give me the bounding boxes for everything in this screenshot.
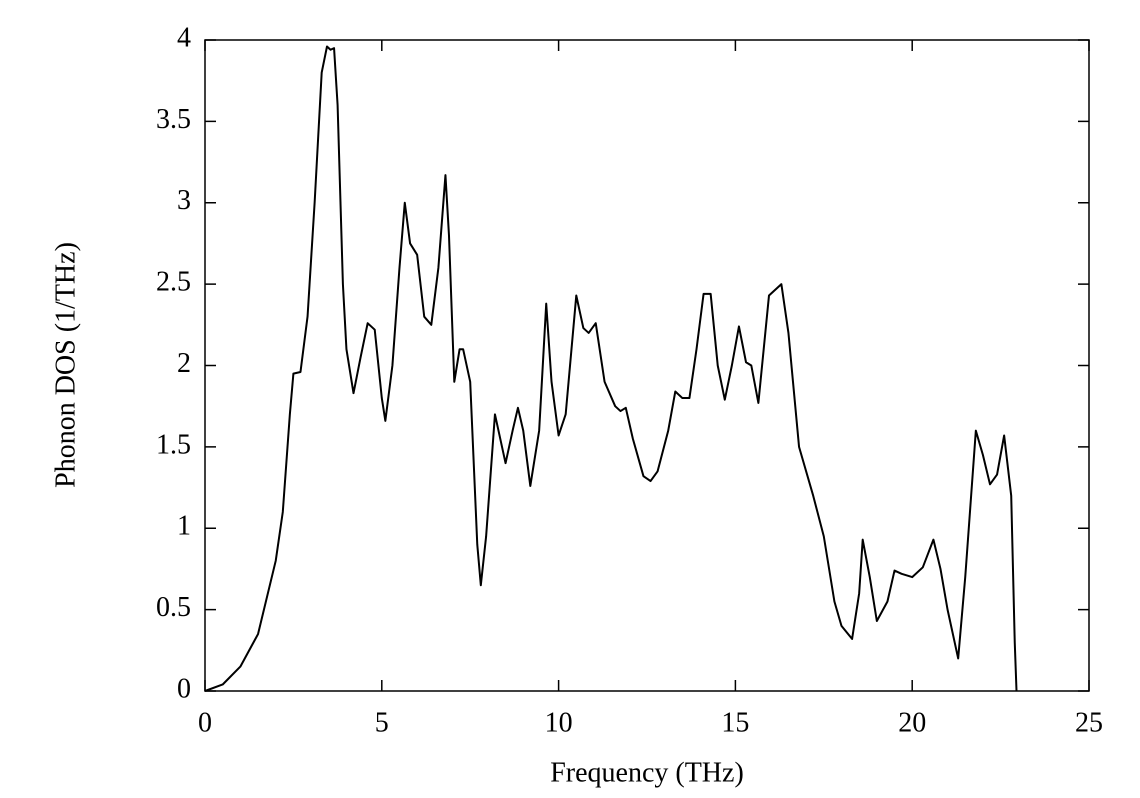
y-tick-label: 3.5 <box>156 104 191 135</box>
dos-line <box>204 45 1018 692</box>
y-tick-label: 2 <box>177 348 191 379</box>
y-tick-label: 1.5 <box>156 429 191 460</box>
x-axis-label: Frequency (THz) <box>550 757 744 788</box>
x-tick-label: 25 <box>1075 707 1103 738</box>
y-tick-label: 2.5 <box>156 267 191 298</box>
y-axis-label: Phonon DOS (1/THz) <box>50 242 81 488</box>
x-tick-label: 10 <box>545 707 573 738</box>
y-tick-label: 4 <box>177 22 191 53</box>
x-tick-label: 5 <box>375 707 389 738</box>
x-tick-label: 20 <box>898 707 926 738</box>
y-tick-label: 0.5 <box>156 592 191 623</box>
y-tick-label: 1 <box>177 511 191 542</box>
x-tick-label: 0 <box>198 707 212 738</box>
y-tick-label: 3 <box>177 185 191 216</box>
x-tick-label: 15 <box>721 707 749 738</box>
y-tick-label: 0 <box>177 673 191 704</box>
